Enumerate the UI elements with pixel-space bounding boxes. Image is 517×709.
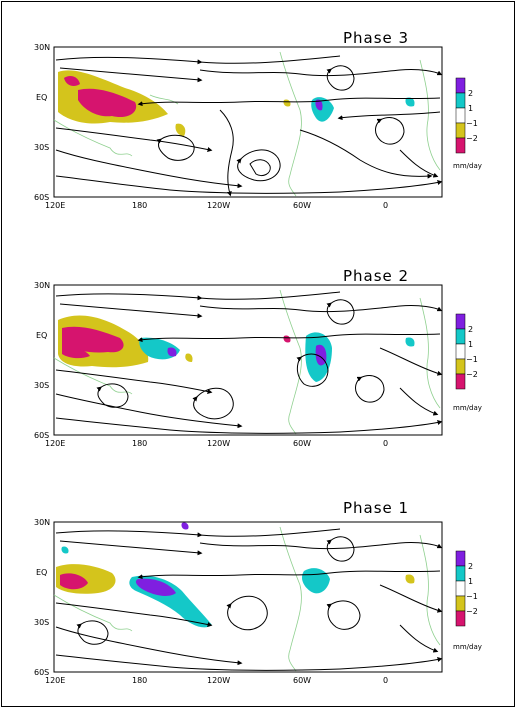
lon-axis: 120E 180 120W 60W 0 (45, 201, 388, 210)
lon-label-180: 180 (132, 676, 147, 685)
rainfall-anomalies (58, 315, 415, 382)
lon-label-60w: 60W (293, 201, 311, 210)
lon-label-120w: 120W (207, 201, 230, 210)
panel-phase-1: Phase 1 (34, 499, 482, 685)
legend-label-1: 1 (468, 340, 473, 349)
panel-title: Phase 1 (343, 499, 409, 517)
legend-label-neg1: −1 (466, 119, 478, 128)
legend-label-neg1: −1 (466, 592, 478, 601)
legend: 2 1 −1 −2 mm/day (453, 550, 482, 651)
legend-units: mm/day (453, 404, 482, 412)
lat-label-30n: 30N (34, 281, 50, 290)
coastlines (53, 526, 441, 672)
lon-label-60w: 60W (293, 676, 311, 685)
coastlines (53, 51, 441, 197)
legend: 2 1 −1 −2 mm/day (453, 77, 482, 170)
panel-phase-3: Phase 3 (34, 29, 482, 210)
streamlines (55, 528, 443, 671)
lon-label-120w: 120W (207, 439, 230, 448)
rainfall-anomalies (56, 522, 415, 628)
legend-units: mm/day (453, 162, 482, 170)
lon-label-120e: 120E (45, 439, 65, 448)
lon-label-60w: 60W (293, 439, 311, 448)
lat-label-eq: EQ (36, 331, 47, 340)
legend-units: mm/day (453, 643, 482, 651)
panel-title: Phase 3 (343, 29, 409, 47)
lat-label-30n: 30N (34, 43, 50, 52)
lat-axis: 30N EQ 30S 60S (34, 518, 50, 677)
legend-label-neg1: −1 (466, 355, 478, 364)
lat-label-60s: 60S (34, 668, 49, 677)
legend-label-2: 2 (468, 562, 473, 571)
legend-label-neg2: −2 (466, 134, 478, 143)
lon-axis: 120E 180 120W 60W 0 (45, 676, 388, 685)
map-area: 30N EQ 30S 60S 120E 180 120W 60W 0 (34, 281, 443, 448)
streamlines (55, 55, 443, 197)
lon-label-0: 0 (383, 201, 388, 210)
legend-label-1: 1 (468, 577, 473, 586)
lon-label-0: 0 (383, 439, 388, 448)
lon-label-0: 0 (383, 676, 388, 685)
panel-title: Phase 2 (343, 267, 409, 285)
map-area: 30N EQ 30S 60S 120E 180 120W 60W 0 (34, 43, 443, 210)
lon-axis: 120E 180 120W 60W 0 (45, 439, 388, 448)
lat-label-30s: 30S (34, 143, 49, 152)
rainfall-anomalies (58, 70, 415, 136)
lon-label-180: 180 (132, 201, 147, 210)
lat-label-eq: EQ (36, 568, 47, 577)
lat-label-eq: EQ (36, 93, 47, 102)
legend-label-2: 2 (468, 325, 473, 334)
lon-label-120w: 120W (207, 676, 230, 685)
lat-axis: 30N EQ 30S 60S (34, 281, 50, 440)
lat-label-60s: 60S (34, 193, 49, 202)
lat-axis: 30N EQ 30S 60S (34, 43, 50, 202)
streamlines (55, 291, 443, 434)
lat-label-30s: 30S (34, 381, 49, 390)
lon-label-180: 180 (132, 439, 147, 448)
lat-label-30n: 30N (34, 518, 50, 527)
map-area: 30N EQ 30S 60S 120E 180 120W 60W 0 (34, 518, 443, 685)
lat-label-60s: 60S (34, 431, 49, 440)
legend-label-2: 2 (468, 89, 473, 98)
lat-label-30s: 30S (34, 618, 49, 627)
panel-phase-2: Phase 2 (34, 267, 482, 448)
lon-label-120e: 120E (45, 676, 65, 685)
legend-label-1: 1 (468, 104, 473, 113)
legend: 2 1 −1 −2 mm/day (453, 313, 482, 412)
lon-label-120e: 120E (45, 201, 65, 210)
legend-label-neg2: −2 (466, 607, 478, 616)
legend-label-neg2: −2 (466, 370, 478, 379)
